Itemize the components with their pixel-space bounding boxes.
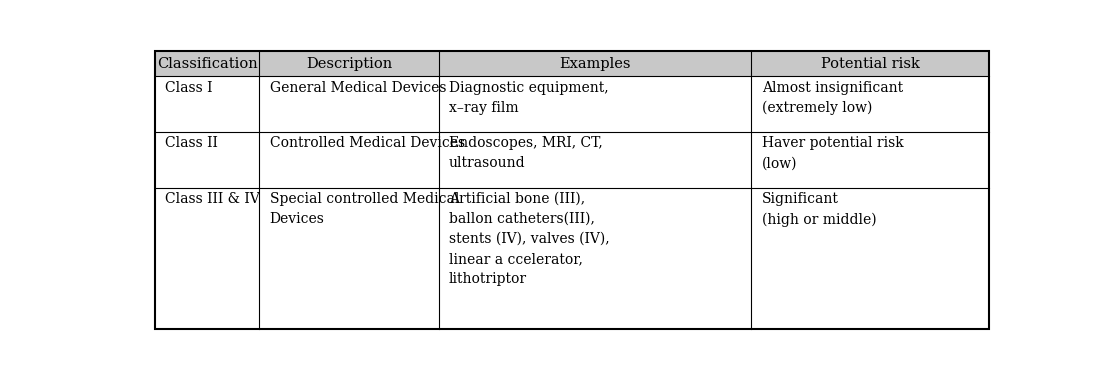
Text: Class I: Class I [165,81,213,95]
Text: Almost insignificant
(extremely low): Almost insignificant (extremely low) [761,81,903,115]
Bar [439,76,751,132]
Bar [751,76,989,132]
Text: Classification: Classification [157,57,258,71]
Bar [259,188,439,329]
Text: Controlled Medical Devices: Controlled Medical Devices [270,136,464,150]
Text: Potential risk: Potential risk [820,57,920,71]
Bar [259,76,439,132]
Bar [439,132,751,188]
Bar [155,188,259,329]
Text: Diagnostic equipment,
x–ray film: Diagnostic equipment, x–ray film [449,81,608,115]
Bar [439,51,751,76]
Text: Significant
(high or middle): Significant (high or middle) [761,192,876,227]
Text: Examples: Examples [559,57,631,71]
Text: Endoscopes, MRI, CT,
ultrasound: Endoscopes, MRI, CT, ultrasound [449,136,603,170]
Text: Description: Description [306,57,392,71]
Bar [259,132,439,188]
Text: Special controlled Medical
Devices: Special controlled Medical Devices [270,192,459,226]
Bar [259,51,439,76]
Bar [439,188,751,329]
Text: Artificial bone (III),
ballon catheters(III),
stents (IV), valves (IV),
linear a: Artificial bone (III), ballon catheters(… [449,192,609,286]
Bar [155,132,259,188]
Bar [155,76,259,132]
Bar [751,132,989,188]
Text: Class II: Class II [165,136,219,150]
Bar [155,51,259,76]
Text: Haver potential risk
(low): Haver potential risk (low) [761,136,903,170]
Bar [751,188,989,329]
Text: General Medical Devices: General Medical Devices [270,81,446,95]
Bar [751,51,989,76]
Text: Class III & IV: Class III & IV [165,192,260,206]
